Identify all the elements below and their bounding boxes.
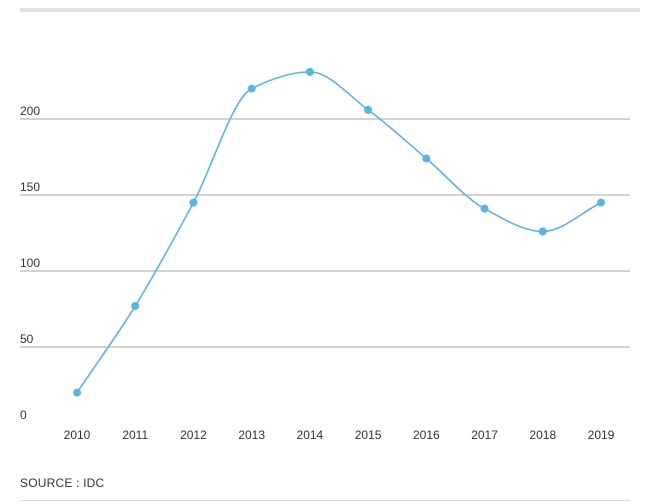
top-divider	[20, 8, 640, 12]
y-tick-label: 0	[20, 408, 27, 422]
x-tick-label: 2011	[122, 428, 148, 442]
y-tick-label: 150	[20, 180, 40, 194]
x-axis-ticks: 2010 2011 2012 2013 2014 2015 2016 2017 2018 2019	[64, 428, 615, 442]
series	[76, 71, 602, 394]
gridlines	[20, 118, 630, 348]
data-point	[538, 227, 547, 236]
data-point	[305, 67, 314, 76]
data-point	[247, 84, 256, 93]
data-point	[480, 204, 489, 213]
data-point	[131, 301, 140, 310]
data-point	[422, 154, 431, 163]
y-tick-label: 100	[20, 256, 40, 270]
x-tick-label: 2012	[180, 428, 207, 442]
y-tick-label: 50	[20, 332, 34, 346]
x-tick-label: 2015	[355, 428, 382, 442]
data-point	[597, 198, 605, 207]
source-note: SOURCE : IDC	[20, 476, 105, 490]
y-tick-label: 200	[20, 104, 40, 118]
x-tick-label: 2017	[471, 428, 498, 442]
x-tick-label: 2019	[588, 428, 615, 442]
x-tick-label: 2013	[238, 428, 265, 442]
data-point	[73, 388, 81, 397]
bottom-divider	[20, 500, 630, 501]
x-tick-label: 2014	[297, 428, 324, 442]
series-line	[76, 71, 602, 394]
data-point	[189, 198, 198, 207]
x-tick-label: 2016	[413, 428, 440, 442]
y-axis-ticks: 0 50 100 150 200	[20, 104, 40, 422]
data-points	[73, 67, 605, 397]
x-tick-label: 2010	[64, 428, 91, 442]
x-tick-label: 2018	[529, 428, 556, 442]
data-point	[364, 105, 373, 114]
